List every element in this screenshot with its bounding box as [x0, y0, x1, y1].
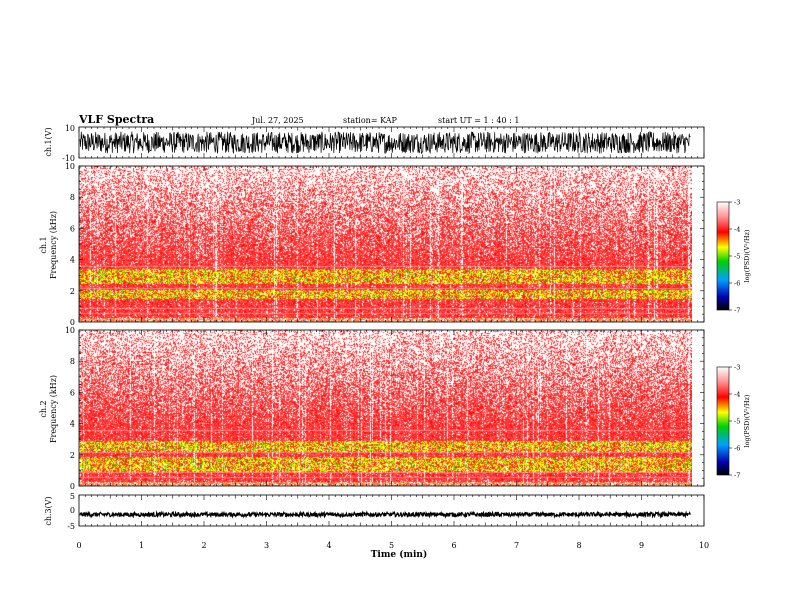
spec2-ytick-label-6: 6 — [70, 388, 75, 397]
spec1-ytick-label-6: 6 — [70, 224, 75, 233]
time-ticks — [78, 127, 705, 526]
xtick-label-8: 8 — [576, 541, 581, 550]
ch3-ytick-bottom: -5 — [67, 522, 75, 531]
xtick-label-7: 7 — [514, 541, 519, 550]
ch1-colorbar-scale — [716, 201, 730, 311]
ch1-colorbar: -3 -4 -5 -6 -7 log(PSD)(V²/Hz) — [716, 199, 751, 315]
cb1-tick-label--5: -5 — [734, 253, 740, 261]
cb2-tick-label--4: -4 — [734, 391, 740, 399]
ch3-ytick-top: 5 — [70, 492, 75, 501]
spec1-ytick-label-2: 2 — [70, 287, 75, 296]
ch1-waveform-trace — [79, 130, 691, 155]
time-tick-labels: 0 1 2 3 4 5 6 7 8 9 10 — [76, 541, 709, 550]
xtick-label-2: 2 — [201, 541, 206, 550]
ch3-waveform-panel: 5 0 -5 ch.3(V) — [44, 492, 705, 531]
figure-title: VLF Spectra — [78, 113, 154, 126]
xtick-label-3: 3 — [264, 541, 269, 550]
spec2-ytick-label-4: 4 — [70, 420, 75, 429]
ch2-spec-channel-label: ch.2 — [39, 400, 48, 417]
xtick-label-9: 9 — [639, 541, 644, 550]
spec1-ytick-label-0: 0 — [70, 318, 75, 327]
spec1-ytick-label-4: 4 — [70, 256, 75, 265]
ch2-colorbar-label: log(PSD)(V²/Hz) — [743, 394, 751, 447]
spec2-ytick-label-8: 8 — [70, 357, 75, 366]
ch2-spectrogram-panel: 0 2 4 6 8 10 ch.2 Frequency (kHz) — [39, 326, 705, 491]
ch2-spec-ylabel: Frequency (kHz) — [49, 375, 58, 443]
spec1-ytick-label-10: 10 — [65, 162, 75, 171]
ch2-colorbar-scale — [716, 366, 730, 476]
header-start-ut: start UT = 1 : 40 : 1 — [438, 116, 519, 125]
header-date: Jul. 27, 2025 — [251, 116, 304, 125]
xtick-label-1: 1 — [139, 541, 144, 550]
ch1-ytick-bottom: -10 — [62, 154, 75, 163]
ch3-ylabel: ch.3(V) — [44, 496, 53, 525]
ch1-ytick-top: 10 — [65, 124, 75, 133]
cb1-tick-label--4: -4 — [734, 226, 740, 234]
ch1-spectrogram-image — [79, 166, 692, 322]
spec2-ytick-label-2: 2 — [70, 451, 75, 460]
spec2-ytick-label-0: 0 — [70, 482, 75, 491]
header-station: station= KAP — [343, 116, 398, 125]
ch1-colorbar-label: log(PSD)(V²/Hz) — [743, 229, 751, 282]
cb2-tick-label--3: -3 — [734, 364, 740, 372]
cb1-tick-label--6: -6 — [734, 280, 740, 288]
ch1-spec-ylabel: Frequency (kHz) — [49, 211, 58, 279]
ch1-spectrogram-panel: 0 2 4 6 8 10 ch.1 Frequency (kHz) — [39, 162, 705, 327]
cb2-tick-label--6: -6 — [734, 445, 740, 453]
ch2-colorbar: -3 -4 -5 -6 -7 log(PSD)(V²/Hz) — [716, 364, 751, 480]
xtick-label-4: 4 — [326, 541, 331, 550]
cb1-tick-label--7: -7 — [734, 307, 740, 315]
xtick-label-5: 5 — [389, 541, 394, 550]
ch1-ylabel: ch.1(V) — [44, 127, 53, 156]
spec1-ytick-label-8: 8 — [70, 193, 75, 202]
ch1-spec-channel-label: ch.1 — [39, 236, 48, 253]
spec2-ytick-label-10: 10 — [65, 326, 75, 335]
ch3-waveform-trace — [79, 510, 691, 519]
cb1-tick-label--3: -3 — [734, 199, 740, 207]
xaxis-label: Time (min) — [371, 549, 428, 560]
ch3-ytick-mid: 0 — [70, 506, 75, 515]
xtick-label-0: 0 — [76, 541, 81, 550]
xtick-label-6: 6 — [451, 541, 456, 550]
cb2-tick-label--7: -7 — [734, 472, 740, 480]
ch1-waveform-panel: 10 -10 ch.1(V) — [44, 124, 705, 163]
cb2-tick-label--5: -5 — [734, 418, 740, 426]
ch2-spectrogram-image — [79, 330, 692, 486]
xtick-label-10: 10 — [699, 541, 709, 550]
